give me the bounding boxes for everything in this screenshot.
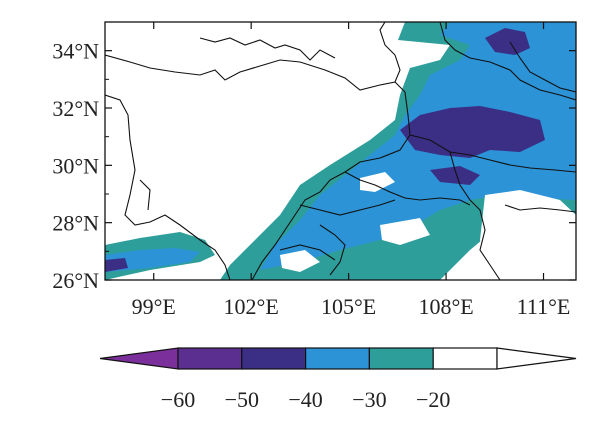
boundary-11: [279, 244, 336, 261]
lon-label: 102°E: [224, 294, 279, 319]
lon-label: 111°E: [517, 294, 571, 319]
lon-label: 99°E: [132, 294, 176, 319]
lat-label: 32°N: [52, 96, 99, 121]
province-boundaries: [105, 22, 576, 280]
colorbar-segment: [305, 347, 371, 370]
colorbar-segment: [368, 347, 434, 370]
boundary-12: [509, 41, 576, 93]
boundary-9: [299, 199, 396, 216]
boundary-8: [344, 171, 471, 206]
colorbar-label: −60: [161, 387, 195, 412]
colorbar-segment: [241, 347, 307, 370]
lat-label: 34°N: [52, 39, 99, 64]
gap-white-1: [360, 172, 395, 192]
lat-label: 30°N: [52, 153, 99, 178]
longitude-axis: 99°E 102°E 105°E 108°E 111°E: [132, 22, 571, 319]
boundary-5: [251, 81, 411, 280]
map-frame: [104, 21, 577, 281]
lat-label: 26°N: [52, 268, 99, 293]
boundary-10: [319, 224, 346, 276]
colorbar-label: −40: [288, 387, 322, 412]
boundary-14: [504, 204, 576, 213]
gap-white-4: [380, 218, 430, 245]
boundary-2: [199, 37, 336, 61]
colorbar-segment: [177, 347, 243, 370]
boundary-3: [105, 94, 231, 280]
boundary-4: [139, 179, 151, 211]
gap-white-2: [480, 190, 576, 280]
colorbar-label: −50: [225, 387, 259, 412]
boundary-13: [439, 22, 576, 101]
contour-darkblue-north: [485, 28, 530, 55]
lat-label: 28°N: [52, 211, 99, 236]
gap-white-3: [280, 250, 320, 272]
colorbar-extend-low: [99, 347, 179, 370]
contour-darkblue-mid: [430, 166, 480, 185]
boundary-1: [105, 22, 401, 91]
colorbar: −60 −50 −40 −30 −20: [99, 347, 577, 412]
colorbar-label: −20: [416, 387, 450, 412]
contour-darkblue-main: [400, 106, 545, 158]
colorbar-extend-high: [496, 347, 577, 370]
boundary-6: [409, 134, 576, 173]
boundary-7: [449, 151, 501, 280]
colorbar-segment: [432, 347, 498, 370]
colorbar-label: −30: [352, 387, 386, 412]
contour-darkblue-west: [105, 258, 128, 272]
lon-label: 105°E: [321, 294, 376, 319]
latitude-axis: 34°N 32°N 30°N 28°N 26°N: [52, 21, 576, 293]
lon-label: 108°E: [418, 294, 473, 319]
contour-lightblue-west: [105, 248, 200, 272]
